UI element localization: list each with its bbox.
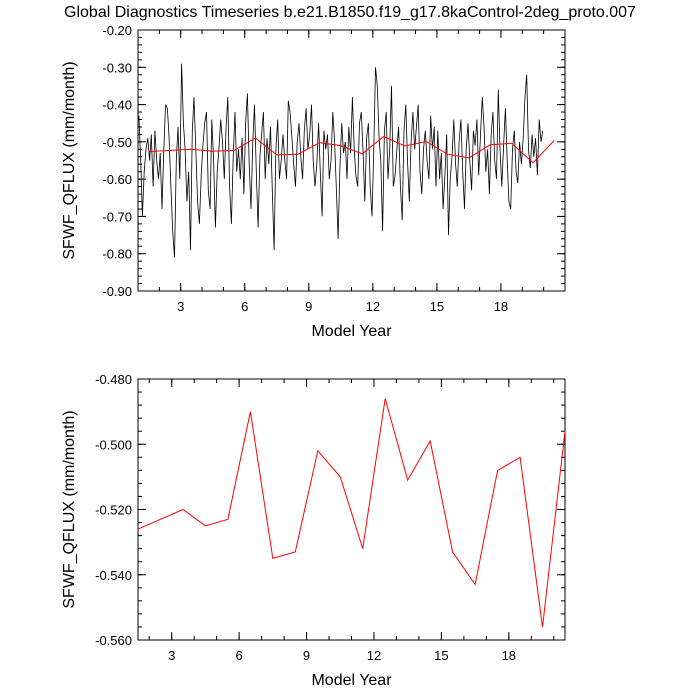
x-axis-label: Model Year bbox=[311, 323, 392, 340]
y-tick-label: -0.60 bbox=[102, 172, 132, 187]
x-tick-label: 18 bbox=[494, 299, 508, 314]
y-tick-label: -0.500 bbox=[95, 437, 132, 452]
y-axis-label: SFWF_QFLUX (mm/month) bbox=[61, 410, 78, 608]
x-tick-label: 12 bbox=[367, 648, 381, 663]
figure-title: Global Diagnostics Timeseries b.e21.B185… bbox=[64, 4, 636, 21]
x-tick-label: 6 bbox=[236, 648, 243, 663]
x-tick-label: 15 bbox=[430, 299, 444, 314]
y-axis-label: SFWF_QFLUX (mm/month) bbox=[61, 61, 78, 259]
y-tick-label: -0.80 bbox=[102, 247, 132, 262]
y-tick-label: -0.90 bbox=[102, 284, 132, 299]
x-tick-label: 3 bbox=[168, 648, 175, 663]
top-panel: 3 6 9 15 18 12 -0.90 -0.80 -0.70 -0.60 -0.50 -0.40 -… bbox=[61, 23, 566, 340]
y-tick-label: -0.480 bbox=[95, 372, 132, 387]
x-tick-label: 12 bbox=[366, 299, 380, 314]
y-tick-label: -0.20 bbox=[102, 23, 132, 38]
x-axis-label: Model Year bbox=[311, 672, 392, 689]
y-tick-label: -0.560 bbox=[95, 633, 132, 648]
x-tick-label: 15 bbox=[434, 648, 448, 663]
y-tick-label: -0.30 bbox=[102, 60, 132, 75]
plot-frame bbox=[137, 378, 566, 641]
y-tick-label: -0.50 bbox=[102, 135, 132, 150]
series-line-monthly bbox=[138, 63, 544, 258]
x-tick-label: 9 bbox=[305, 299, 312, 314]
y-tick-label: -0.520 bbox=[95, 503, 132, 518]
y-tick-label: -0.40 bbox=[102, 98, 132, 113]
bottom-panel: 3 6 9 12 15 18 -0.560 -0.540 -0.520 -0.500 -0.480 M… bbox=[61, 372, 566, 689]
y-tick-label: -0.540 bbox=[95, 568, 132, 583]
series-line-annual bbox=[137, 398, 566, 628]
x-tick-label: 9 bbox=[303, 648, 310, 663]
series-line-annual bbox=[148, 136, 555, 164]
x-tick-label: 18 bbox=[502, 648, 516, 663]
x-tick-label: 6 bbox=[241, 299, 248, 314]
y-tick-label: -0.70 bbox=[102, 209, 132, 224]
x-tick-label: 3 bbox=[177, 299, 184, 314]
